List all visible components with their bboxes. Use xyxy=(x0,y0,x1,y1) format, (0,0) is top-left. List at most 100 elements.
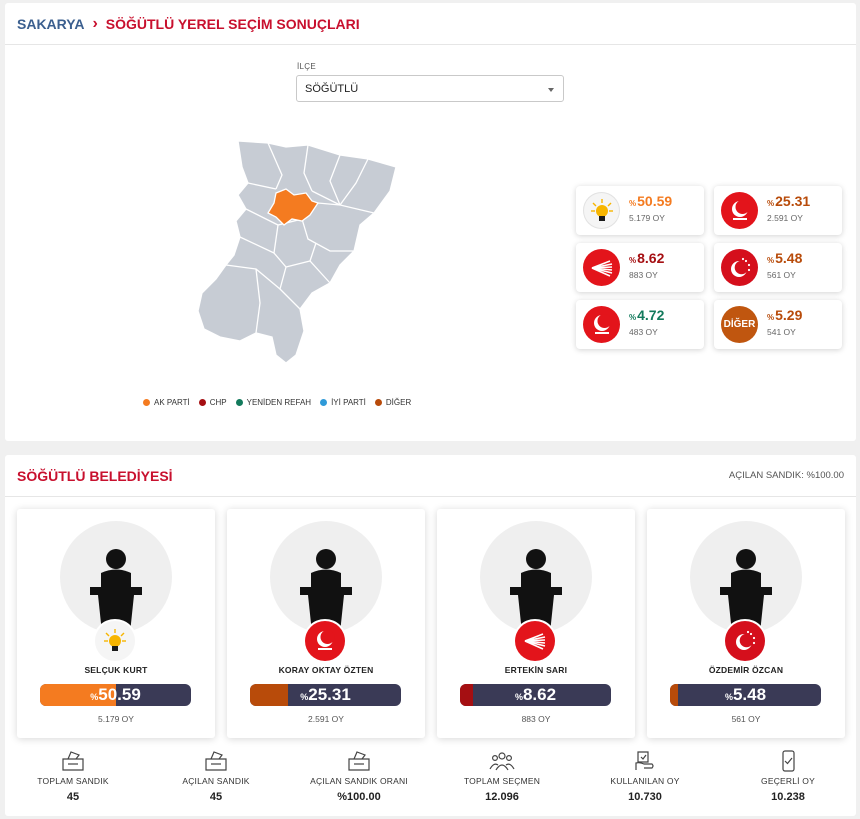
chp-logo xyxy=(583,249,620,286)
party-percentage: %5.48 xyxy=(767,250,803,266)
candidate-card[interactable]: SELÇUK KURT %50.59 5.179 OY xyxy=(17,509,215,738)
candidate-name: SELÇUK KURT xyxy=(84,665,148,675)
party-percentage: %50.59 xyxy=(629,193,673,209)
candidate-vote-bar-fill xyxy=(40,684,117,706)
party-votes: 883 OY xyxy=(629,270,658,280)
stat-label: GEÇERLİ OY xyxy=(761,776,815,786)
district-select-label: İLÇE xyxy=(297,62,316,71)
six-arrows-icon xyxy=(524,633,546,650)
municipality-title: SÖĞÜTLÜ BELEDİYESİ xyxy=(17,467,173,484)
legend-dot xyxy=(235,399,243,406)
legend-item: AK PARTİ xyxy=(143,398,190,407)
ak-parti-logo xyxy=(95,621,135,661)
stat-label: AÇILAN SANDIK ORANI xyxy=(310,776,408,786)
party-votes: 541 OY xyxy=(767,327,796,337)
people-icon xyxy=(489,752,515,771)
party-percentage: %4.72 xyxy=(629,307,665,323)
stat-label: TOPLAM SANDIK xyxy=(37,776,109,786)
podium-avatar xyxy=(60,521,172,633)
ballot-box-icon xyxy=(62,751,84,771)
yeniden-refah-logo xyxy=(305,621,345,661)
ak-parti-logo xyxy=(583,192,620,229)
district-select-value: SÖĞÜTLÜ xyxy=(305,82,359,95)
candidate-percentage: %5.48 xyxy=(724,685,767,704)
caret-down-icon xyxy=(548,88,554,92)
sogutlu-district-highlight[interactable] xyxy=(267,188,320,226)
vote-hand-icon xyxy=(635,751,654,770)
crescent-icon xyxy=(731,199,749,220)
stat-value: 10.238 xyxy=(771,791,805,803)
party-card-diger[interactable]: DİĞER %5.29 541 OY xyxy=(714,300,842,349)
stat-value: %100.00 xyxy=(337,791,381,803)
candidate-card[interactable]: ÖZDEMİR ÖZCAN %5.48 561 OY xyxy=(647,509,845,738)
legend-dot xyxy=(198,399,206,406)
chevron-right-icon: › xyxy=(92,14,98,32)
candidate-vote-bar: %50.59 xyxy=(40,684,191,706)
province-map-shape xyxy=(197,140,397,364)
candidate-card[interactable]: ERTEKİN SARI %8.62 883 OY xyxy=(437,509,635,738)
stat-value: 45 xyxy=(66,791,80,803)
page-title: SÖĞÜTLÜ YEREL SEÇİM SONUÇLARI xyxy=(105,15,360,32)
candidate-vote-bar-fill xyxy=(250,684,289,706)
results-panel: SAKARYA › SÖĞÜTLÜ YEREL SEÇİM SONUÇLARI … xyxy=(5,3,856,441)
stat-valid-votes: GEÇERLİ OY 10.238 xyxy=(723,750,853,803)
lightbulb-icon xyxy=(104,629,126,651)
municipality-panel: SÖĞÜTLÜ BELEDİYESİ AÇILAN SANDIK: %100.0… xyxy=(5,455,856,816)
candidate-votes: 2.591 OY xyxy=(308,714,344,724)
stat-label: TOPLAM SEÇMEN xyxy=(463,776,541,786)
party-card-saadet[interactable]: %5.48 561 OY xyxy=(714,243,842,292)
legend-item: CHP xyxy=(198,398,227,407)
yeniden-refah-logo xyxy=(583,306,620,343)
crescent-stars-icon xyxy=(730,257,750,277)
stat-opened-ratio: AÇILAN SANDIK ORANI %100.00 xyxy=(294,750,424,803)
district-borders xyxy=(225,142,375,334)
district-select[interactable]: SÖĞÜTLÜ xyxy=(296,75,564,102)
candidate-name: KORAY OKTAY ÖZTEN xyxy=(278,665,374,675)
candidate-vote-bar: %8.62 xyxy=(460,684,611,706)
breadcrumb: SAKARYA › SÖĞÜTLÜ YEREL SEÇİM SONUÇLARI xyxy=(5,3,856,45)
party-card-yeniden-refah-2[interactable]: %4.72 483 OY xyxy=(576,300,704,349)
candidate-percentage: %50.59 xyxy=(90,685,141,704)
district-map xyxy=(197,140,397,364)
stat-value: 45 xyxy=(209,791,223,803)
yeniden-refah-logo xyxy=(721,192,758,229)
candidate-card[interactable]: KORAY OKTAY ÖZTEN %25.31 2.591 OY xyxy=(227,509,425,738)
crescent-icon xyxy=(593,313,611,334)
crescent-stars-icon xyxy=(736,630,756,650)
stat-total-ballot-boxes: TOPLAM SANDIK 45 xyxy=(8,750,138,803)
candidate-vote-bar: %25.31 xyxy=(250,684,401,706)
candidate-name: ERTEKİN SARI xyxy=(504,665,568,675)
speaker-podium-icon xyxy=(510,549,562,633)
legend-dot xyxy=(320,399,328,406)
ballot-box-icon xyxy=(205,751,227,771)
party-percentage: %25.31 xyxy=(767,193,811,209)
candidate-vote-bar-fill xyxy=(670,684,679,706)
stat-value: 12.096 xyxy=(485,791,519,803)
chp-logo xyxy=(515,621,555,661)
candidate-votes: 883 OY xyxy=(521,714,551,724)
podium-avatar xyxy=(480,521,592,633)
legend-dot xyxy=(143,399,150,406)
party-card-chp[interactable]: %8.62 883 OY xyxy=(576,243,704,292)
speaker-podium-icon xyxy=(720,549,772,633)
stat-used-votes: KULLANILAN OY 10.730 xyxy=(580,750,710,803)
map-legend: AK PARTİ CHP YENİDEN REFAH İYİ PARTİ DİĞ… xyxy=(143,398,411,407)
diger-logo-text: DİĞER xyxy=(723,319,756,330)
crescent-icon xyxy=(317,630,335,650)
candidate-percentage: %25.31 xyxy=(300,685,351,704)
party-percentage: %8.62 xyxy=(629,250,665,266)
legend-dot xyxy=(374,399,382,406)
diger-logo: DİĞER xyxy=(721,306,758,343)
party-votes: 483 OY xyxy=(629,327,658,337)
legend-item: İYİ PARTİ xyxy=(320,398,366,407)
podium-avatar xyxy=(690,521,802,633)
breadcrumb-province[interactable]: SAKARYA xyxy=(17,15,85,32)
candidate-vote-bar: %5.48 xyxy=(670,684,821,706)
stat-opened-ballot-boxes: AÇILAN SANDIK 45 xyxy=(151,750,281,803)
party-card-ak-parti[interactable]: %50.59 5.179 OY xyxy=(576,186,704,235)
party-votes: 5.179 OY xyxy=(629,213,665,223)
party-card-yeniden-refah-1[interactable]: %25.31 2.591 OY xyxy=(714,186,842,235)
speaker-podium-icon xyxy=(90,549,142,633)
candidate-name: ÖZDEMİR ÖZCAN xyxy=(708,665,784,675)
legend-item: YENİDEN REFAH xyxy=(235,398,311,407)
